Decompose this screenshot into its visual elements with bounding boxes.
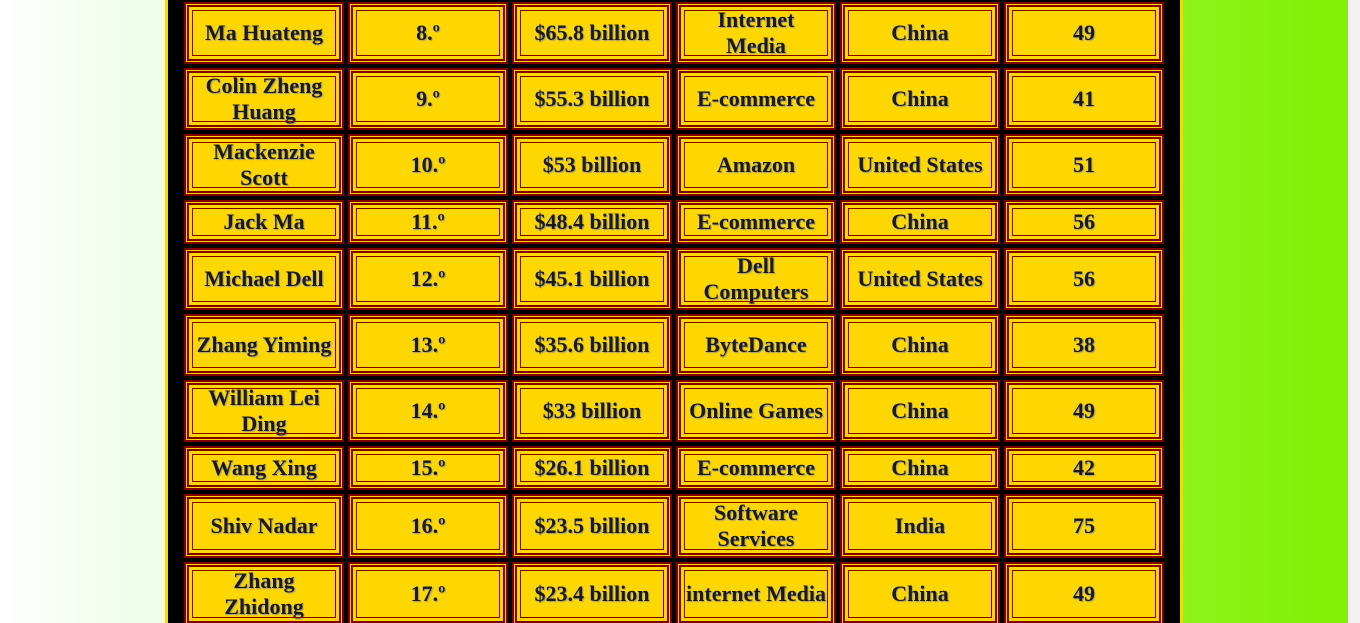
table-cell: ByteDance: [676, 314, 836, 376]
table-cell: China: [840, 562, 1000, 623]
table-cell: 16.º: [348, 494, 508, 558]
table-cell: India: [840, 494, 1000, 558]
table-cell: Michael Dell: [184, 248, 344, 310]
table-cell: $65.8 billion: [512, 2, 672, 64]
table-cell: internet Media: [676, 562, 836, 623]
table-cell: Software Services: [676, 494, 836, 558]
table-cell: 9.º: [348, 68, 508, 130]
table-cell: 49: [1004, 380, 1164, 442]
table-cell: China: [840, 200, 1000, 244]
table-cell: E-commerce: [676, 68, 836, 130]
table-cell: 75: [1004, 494, 1164, 558]
table-cell: United States: [840, 248, 1000, 310]
table-cell: $35.6 billion: [512, 314, 672, 376]
table-cell: 38: [1004, 314, 1164, 376]
table-cell: China: [840, 314, 1000, 376]
table-cell: 41: [1004, 68, 1164, 130]
table-cell: 14.º: [348, 380, 508, 442]
table-cell: $53 billion: [512, 134, 672, 196]
table-cell: $55.3 billion: [512, 68, 672, 130]
table-cell: 10.º: [348, 134, 508, 196]
table-cell: 13.º: [348, 314, 508, 376]
table-cell: 12.º: [348, 248, 508, 310]
table-cell: 8.º: [348, 2, 508, 64]
table-cell: $48.4 billion: [512, 200, 672, 244]
table-cell: United States: [840, 134, 1000, 196]
table-cell: $33 billion: [512, 380, 672, 442]
table-cell: 56: [1004, 248, 1164, 310]
table-cell: Wang Xing: [184, 446, 344, 490]
table: Ma Huateng 8.º $65.8 billion Internet Media…: [165, 0, 1183, 623]
table-cell: Shiv Nadar: [184, 494, 344, 558]
table-cell: Colin Zheng Huang: [184, 68, 344, 130]
table-cell: William Lei Ding: [184, 380, 344, 442]
table-cell: Dell Computers: [676, 248, 836, 310]
table-cell: $45.1 billion: [512, 248, 672, 310]
table-cell: 17.º: [348, 562, 508, 623]
table-cell: 15.º: [348, 446, 508, 490]
table-cell: 49: [1004, 562, 1164, 623]
table-cell: China: [840, 446, 1000, 490]
table-cell: 49: [1004, 2, 1164, 64]
table-cell: $23.4 billion: [512, 562, 672, 623]
table-cell: China: [840, 380, 1000, 442]
table-cell: Online Games: [676, 380, 836, 442]
scrollbar: [1348, 0, 1360, 623]
table-cell: China: [840, 68, 1000, 130]
table-cell: China: [840, 2, 1000, 64]
table-cell: E-commerce: [676, 446, 836, 490]
table-cell: 51: [1004, 134, 1164, 196]
table-cell: $26.1 billion: [512, 446, 672, 490]
table-cell: Zhang Zhidong: [184, 562, 344, 623]
table-cell: E-commerce: [676, 200, 836, 244]
table-cell: $23.5 billion: [512, 494, 672, 558]
table-cell: 42: [1004, 446, 1164, 490]
table-cell: 56: [1004, 200, 1164, 244]
table-cell: Mackenzie Scott: [184, 134, 344, 196]
table-cell: Amazon: [676, 134, 836, 196]
table-cell: Zhang Yiming: [184, 314, 344, 376]
table-cell: Jack Ma: [184, 200, 344, 244]
table-cell: Ma Huateng: [184, 2, 344, 64]
table-cell: Internet Media: [676, 2, 836, 64]
table-cell: 11.º: [348, 200, 508, 244]
